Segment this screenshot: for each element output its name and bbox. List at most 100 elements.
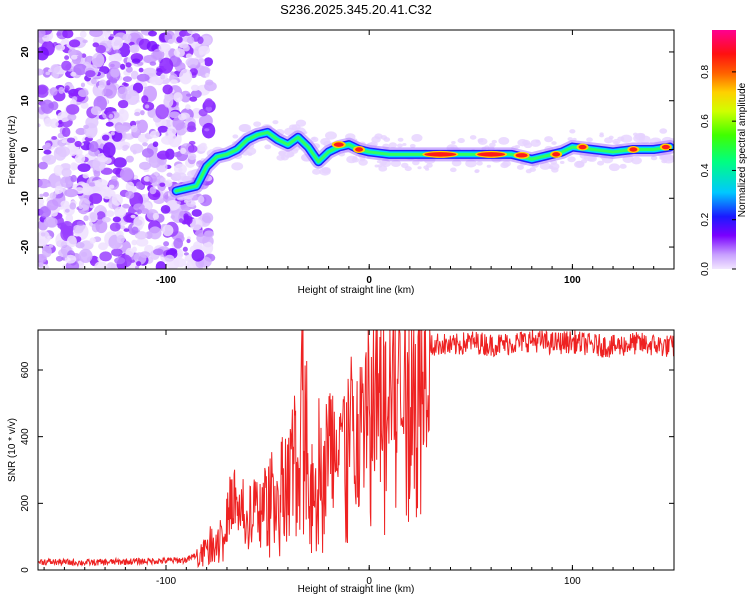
halo-blob	[320, 137, 331, 146]
colorbar-label: Normalized spectral amplitude	[737, 82, 748, 217]
noise-blob	[141, 148, 154, 158]
noise-blob	[185, 53, 193, 59]
y-tick-label: -10	[20, 191, 31, 206]
noise-blob	[164, 254, 175, 262]
noise-blob	[132, 82, 144, 94]
halo-blob	[376, 160, 382, 164]
noise-blob	[163, 241, 170, 247]
noise-blob	[70, 71, 77, 77]
x-tick-label: 100	[564, 576, 581, 587]
noise-blob	[122, 203, 130, 209]
noise-blob	[149, 61, 157, 66]
noise-blob	[102, 142, 116, 158]
halo-blob	[397, 137, 404, 142]
noise-blob	[90, 78, 97, 85]
noise-blob	[38, 85, 48, 95]
noise-blob	[108, 60, 121, 70]
noise-blob	[43, 149, 52, 155]
noise-blob	[183, 213, 189, 220]
halo-blob	[449, 167, 457, 173]
noise-blob	[136, 73, 150, 82]
noise-blob	[176, 36, 183, 43]
noise-blob	[155, 104, 169, 120]
noise-blob	[203, 57, 214, 67]
noise-blob	[105, 210, 115, 217]
noise-blob	[156, 150, 170, 160]
halo-blob	[310, 136, 319, 143]
snr-x-ticks: -100 0 100	[43, 330, 675, 587]
ridge-hotspot	[424, 152, 457, 157]
noise-blob	[146, 40, 158, 52]
noise-blob	[191, 209, 202, 217]
noise-blob	[170, 71, 175, 76]
noise-blob	[157, 125, 169, 133]
noise-blob	[187, 145, 198, 153]
colorbar-ticks: 0.0 0.2 0.4 0.6 0.8	[700, 64, 736, 276]
spectrogram-y-label: Frequency (Hz)	[7, 116, 18, 185]
noise-blob	[173, 163, 187, 175]
noise-blob	[111, 36, 124, 50]
noise-blob	[173, 92, 183, 103]
noise-blob	[103, 82, 117, 99]
noise-blob	[91, 52, 105, 68]
noise-blob	[66, 235, 77, 248]
noise-blob	[148, 211, 153, 214]
ridge-hotspot	[333, 142, 344, 147]
noise-blob	[167, 38, 175, 45]
snr-panel: -100 0 100 0 200 400 600 Height of straight l…	[7, 329, 675, 595]
noise-blob	[62, 254, 68, 258]
x-tick-label: -100	[156, 576, 176, 587]
noise-blob	[66, 137, 76, 144]
noise-blob	[89, 205, 95, 209]
ridge-hotspot	[578, 144, 587, 150]
noise-blob	[159, 177, 166, 183]
noise-blob	[190, 89, 202, 99]
halo-blob	[272, 120, 279, 125]
noise-blob	[60, 220, 74, 235]
snr-frame	[37, 329, 675, 571]
noise-blob	[142, 142, 148, 147]
noise-blob	[54, 185, 63, 195]
noise-blob	[77, 89, 89, 98]
noise-blob	[189, 96, 198, 102]
halo-blob	[580, 159, 588, 164]
noise-blob	[205, 79, 214, 86]
x-tick-label: 100	[564, 275, 581, 286]
x-tick-label: 0	[366, 576, 372, 587]
noise-blob	[41, 245, 52, 258]
noise-blob	[43, 216, 58, 228]
halo-blob	[173, 172, 181, 178]
noise-blob	[89, 30, 103, 37]
noise-blob	[95, 44, 107, 54]
halo-blob	[619, 163, 627, 169]
noise-blob	[111, 248, 123, 257]
noise-blob	[125, 155, 134, 163]
noise-blob	[182, 246, 188, 252]
halo-blob	[632, 132, 638, 137]
noise-blob	[125, 62, 132, 68]
noise-blob	[160, 72, 168, 80]
noise-blob	[82, 173, 89, 179]
noise-blob	[180, 147, 187, 154]
noise-blob	[205, 73, 210, 78]
noise-blob	[56, 146, 70, 158]
noise-blob	[38, 198, 45, 206]
noise-blob	[108, 113, 114, 119]
noise-blob	[110, 78, 118, 84]
noise-blob	[197, 195, 205, 204]
noise-blob	[80, 82, 86, 88]
colorbar-tick-label: 0.2	[700, 212, 711, 226]
noise-blob	[53, 164, 64, 176]
halo-blob	[572, 137, 577, 141]
noise-blob	[45, 71, 51, 76]
y-tick-label: 0	[20, 146, 31, 152]
noise-blob	[179, 69, 193, 85]
noise-blob	[148, 174, 157, 184]
noise-blob	[49, 192, 57, 199]
noise-blob	[44, 142, 51, 148]
noise-blob	[68, 149, 77, 156]
halo-blob	[491, 139, 497, 144]
noise-blob	[122, 76, 133, 82]
noise-blob	[204, 128, 210, 132]
